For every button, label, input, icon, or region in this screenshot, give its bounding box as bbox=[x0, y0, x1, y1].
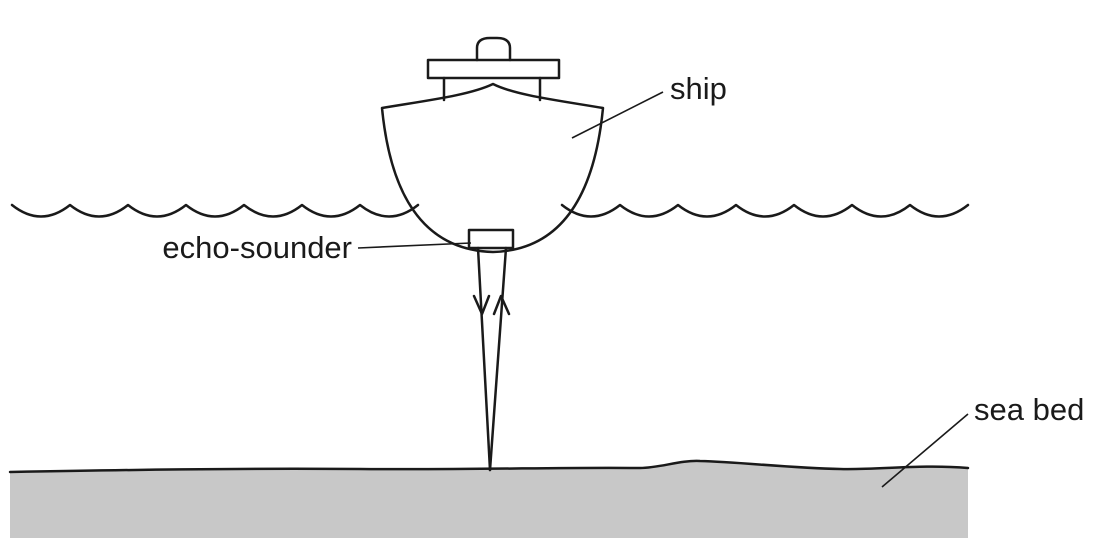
ship bbox=[380, 36, 605, 254]
sea-bed-surface-line bbox=[8, 459, 970, 474]
outgoing-pulse-path bbox=[476, 246, 492, 472]
up-arrow-icon bbox=[492, 294, 511, 316]
ship-cabin bbox=[442, 76, 542, 102]
sea-surface-waves-left bbox=[10, 203, 420, 218]
sea-bed-leader-line bbox=[881, 413, 969, 488]
down-arrow-icon bbox=[472, 294, 491, 316]
ship-hull bbox=[380, 82, 605, 254]
ship-label: ship bbox=[670, 71, 727, 106]
ship-leader-line bbox=[571, 91, 664, 139]
sea-bed bbox=[8, 459, 970, 538]
echo-sounder-device bbox=[467, 228, 515, 250]
sound-wave-paths bbox=[472, 246, 511, 472]
echo-sounder-leader-line bbox=[357, 242, 472, 249]
ship-funnel bbox=[475, 36, 512, 62]
returning-echo-path bbox=[488, 246, 508, 472]
echo-sounder-label: echo-sounder bbox=[162, 230, 352, 265]
sea-bed-fill bbox=[10, 460, 968, 538]
sea-surface-waves-right bbox=[560, 203, 970, 218]
sea-bed-label: sea bed bbox=[974, 392, 1084, 427]
ship-top-deck bbox=[426, 58, 561, 80]
